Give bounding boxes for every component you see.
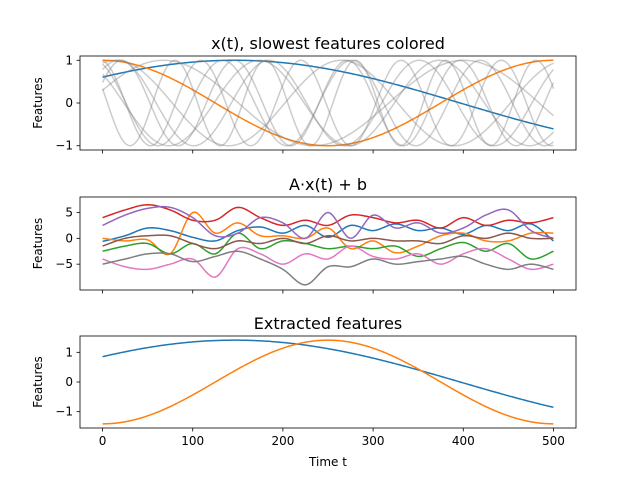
series-line-2: [102, 339, 554, 425]
series-line-4: [102, 59, 554, 147]
y-tick-label: −1: [55, 405, 73, 419]
series-line-9: [102, 59, 554, 147]
chart-panel-1: −1 0 1 x(t), slowest features colored Featur…: [31, 34, 577, 154]
x-tick-label: 300: [362, 434, 385, 448]
y-tick-label: 0: [65, 231, 73, 245]
y-tick-label: 0: [65, 96, 73, 110]
series-line-1: [102, 222, 554, 243]
x-tick-label: 500: [542, 434, 565, 448]
series-line-2: [102, 211, 554, 256]
y-tick-label: 5: [65, 206, 73, 220]
chart-title: A·x(t) + b: [289, 175, 367, 194]
series-line-3: [102, 59, 554, 147]
series-line-7: [102, 59, 554, 147]
chart-panel-3: 0 100 200 300 400 500 1 0 −1 Extracted features Fe…: [31, 314, 577, 469]
y-axis-label: Features: [31, 218, 45, 270]
y-tick-label: 1: [65, 345, 73, 359]
chart-panel-2: 5 0 −5 A·x(t) + b Features: [31, 175, 577, 294]
series-line-8: [101, 59, 555, 147]
chart-title: x(t), slowest features colored: [211, 34, 445, 53]
y-axis-label: Features: [31, 356, 45, 408]
y-tick-label: −1: [55, 139, 73, 153]
y-axis-label: Features: [31, 77, 45, 129]
series-line-6: [102, 59, 555, 147]
series-line-5: [102, 205, 554, 240]
series-line-8: [102, 250, 554, 286]
y-tick-label: 1: [65, 53, 73, 67]
x-tick-label: 0: [99, 434, 107, 448]
y-tick-label: 0: [65, 375, 73, 389]
series-line-6: [102, 232, 554, 250]
y-tick-label: −5: [55, 257, 73, 271]
series-line-1: [102, 339, 554, 409]
x-axis-label: Time t: [308, 455, 347, 469]
series-line-2: [102, 59, 554, 147]
series-line-7: [102, 245, 554, 278]
x-tick-label: 200: [271, 434, 294, 448]
x-tick-label: 100: [181, 434, 204, 448]
series-line-1: [102, 59, 554, 130]
plot-frame: [79, 335, 577, 429]
series-line-10: [101, 59, 555, 147]
plot-frame: [79, 196, 577, 291]
series-line-5: [101, 59, 554, 147]
x-tick-label: 400: [452, 434, 475, 448]
chart-title: Extracted features: [254, 314, 403, 333]
series-line-4: [102, 203, 554, 229]
